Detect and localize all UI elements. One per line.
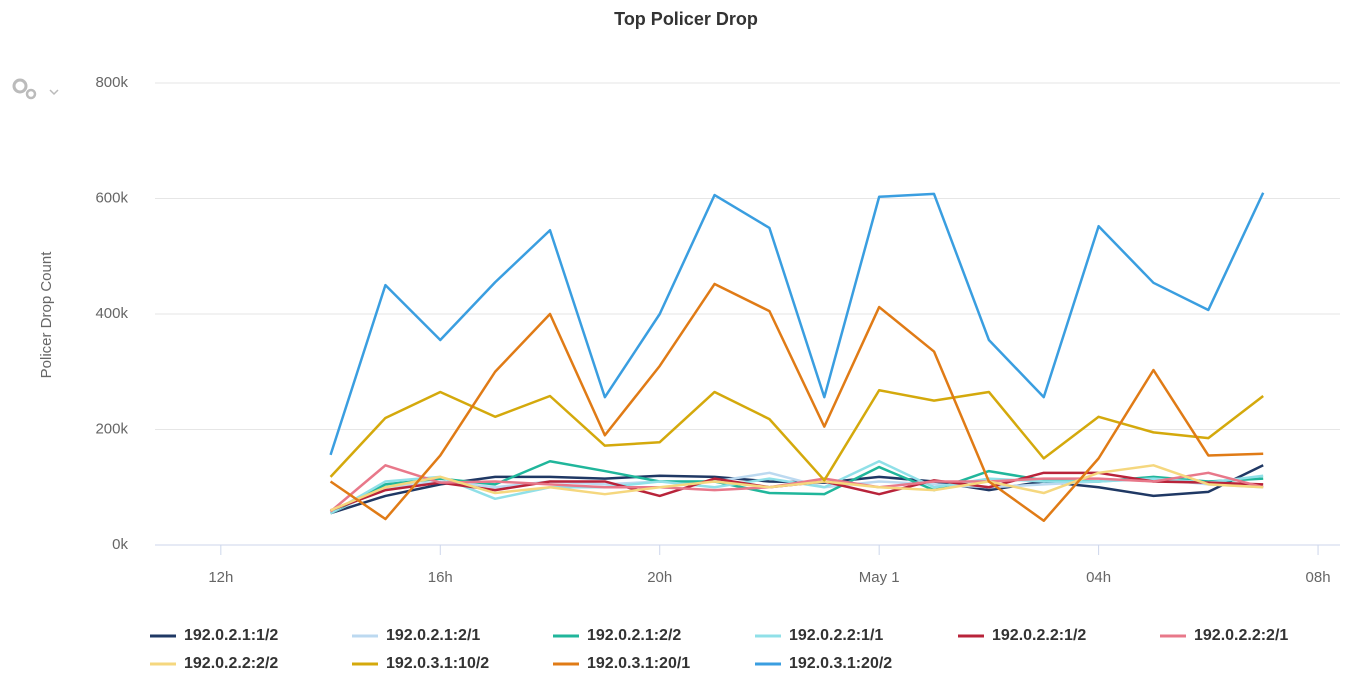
legend-label: 192.0.3.1:20/1 [587, 655, 690, 672]
gear [12, 78, 28, 94]
series-line [330, 464, 1264, 512]
legend-label: 192.0.2.2:1/1 [789, 627, 883, 644]
y-tick-label: 800k [95, 74, 128, 91]
legend-label: 192.0.2.1:1/2 [184, 627, 278, 644]
x-tick-label: 08h [1306, 569, 1331, 586]
legend-label: 192.0.2.1:2/1 [386, 627, 480, 644]
x-tick-label: May 1 [859, 569, 900, 586]
legend-label: 192.0.2.1:2/2 [587, 627, 681, 644]
series-line [329, 282, 1264, 522]
legend-label: 192.0.3.1:10/2 [386, 655, 489, 672]
y-tick-label: 200k [95, 420, 128, 437]
series-line [329, 192, 1265, 456]
legend-label: 192.0.3.1:20/2 [789, 655, 892, 672]
settings-button[interactable] [12, 78, 59, 100]
y-axis-label: Policer Drop Count [38, 251, 55, 379]
legend-label: 192.0.2.2:2/2 [184, 655, 278, 672]
x-tick-label: 20h [647, 569, 672, 586]
x-tick-label: 04h [1086, 569, 1111, 586]
y-tick-label: 400k [95, 305, 128, 322]
y-tick-label: 0k [112, 536, 128, 553]
x-tick-label: 12h [208, 569, 233, 586]
chart-title: Top Policer Drop [614, 9, 758, 29]
caret [49, 89, 59, 96]
series-line [329, 464, 1264, 513]
legend-label: 192.0.2.2:2/1 [1194, 627, 1288, 644]
x-tick-label: 16h [428, 569, 453, 586]
series-line [329, 388, 1264, 482]
gear [25, 88, 37, 100]
y-tick-label: 600k [95, 189, 128, 206]
legend-label: 192.0.2.2:1/2 [992, 627, 1086, 644]
